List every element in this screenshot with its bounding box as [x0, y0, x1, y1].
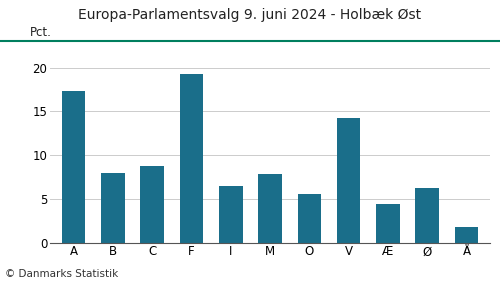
- Bar: [140, 166, 164, 243]
- Bar: [180, 74, 203, 243]
- Bar: [101, 173, 124, 243]
- Text: Europa-Parlamentsvalg 9. juni 2024 - Holbæk Øst: Europa-Parlamentsvalg 9. juni 2024 - Hol…: [78, 8, 422, 23]
- Text: Pct.: Pct.: [30, 27, 52, 39]
- Bar: [416, 188, 439, 243]
- Bar: [454, 227, 478, 243]
- Text: © Danmarks Statistik: © Danmarks Statistik: [5, 269, 118, 279]
- Bar: [62, 91, 86, 243]
- Bar: [219, 186, 242, 243]
- Bar: [337, 118, 360, 243]
- Bar: [376, 204, 400, 243]
- Bar: [258, 174, 282, 243]
- Bar: [298, 195, 321, 243]
